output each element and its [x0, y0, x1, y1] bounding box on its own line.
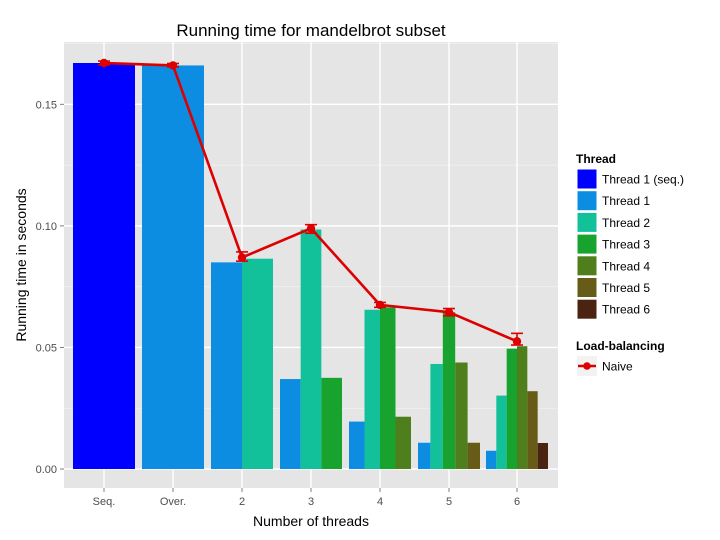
legend-entry-thread-1-seq: Thread 1 (seq.) [576, 168, 684, 190]
legend-label-thread-2: Thread 2 [602, 216, 650, 230]
x-axis-ticks: Seq. Over. 2 3 4 5 6 [93, 488, 520, 508]
legend-swatch-thread-3 [576, 233, 598, 255]
bar-4-thread-1 [349, 421, 365, 469]
legend-label-thread-5: Thread 5 [602, 281, 650, 295]
line-legend-entries: Naive [577, 356, 633, 376]
legend-label-thread-3: Thread 3 [602, 238, 650, 252]
bar-6-thread-6 [537, 442, 548, 469]
legend-entry-thread-5: Thread 5 [576, 277, 650, 298]
bar-5-thread-1 [418, 442, 431, 469]
legend-label-naive: Naive [602, 360, 633, 374]
naive-point-seq [99, 58, 109, 68]
y-axis-ticks: 0.00 0.05 0.10 0.15 [36, 99, 64, 476]
bar-6-thread-3 [506, 348, 517, 469]
legend-label-thread-1: Thread 1 [602, 194, 650, 208]
bar-6-thread-1 [486, 450, 497, 469]
naive-point-2 [237, 253, 247, 262]
bar-4-thread-2 [364, 309, 380, 469]
y-tick-label-0: 0.00 [36, 464, 57, 476]
y-axis-label: Running time in seconds [13, 188, 29, 341]
legend-swatch-thread-6 [576, 298, 598, 320]
bar-5-thread-4 [455, 362, 468, 469]
legend-entry-thread-1: Thread 1 [576, 190, 650, 212]
legend-entry-thread-2: Thread 2 [576, 211, 650, 233]
x-tick-label-5: 5 [446, 496, 452, 508]
bar-5-thread-2 [430, 363, 443, 469]
bar-6-thread-5 [527, 391, 538, 469]
legend-label-thread-4: Thread 4 [602, 259, 650, 273]
bar-3-thread-2 [300, 229, 322, 469]
bar-legend-title: Thread [576, 152, 616, 166]
bar-seq-thread-1-seq [73, 63, 135, 469]
bar-4-thread-4 [395, 416, 411, 469]
x-tick-label-4: 4 [377, 496, 383, 508]
x-tick-label-over: Over. [160, 496, 186, 508]
y-tick-label-1: 0.05 [36, 342, 57, 354]
bar-2-thread-1 [211, 262, 242, 469]
x-axis-label: Number of threads [253, 513, 369, 529]
legend-label-thread-1-seq: Thread 1 (seq.) [602, 173, 684, 187]
chart-title: Running time for mandelbrot subset [176, 21, 446, 40]
bar-legend-entries: Thread 1 (seq.) Thread 1 Thread 2 Thread 3 T… [576, 168, 684, 320]
legend-point-naive [583, 362, 591, 370]
bar-4-thread-3 [380, 307, 396, 469]
x-tick-label-seq: Seq. [93, 496, 116, 508]
bars [73, 63, 548, 469]
legend-swatch-thread-4 [576, 255, 598, 277]
naive-point-4 [375, 300, 385, 310]
legend-entry-thread-4: Thread 4 [576, 255, 650, 277]
legend-swatch-thread-1 [576, 190, 598, 212]
naive-point-6 [512, 337, 522, 346]
y-tick-label-3: 0.15 [36, 99, 57, 111]
bar-6-thread-2 [496, 395, 507, 469]
bar-2-thread-2 [242, 258, 273, 469]
x-tick-label-3: 3 [308, 496, 314, 508]
naive-point-over [168, 61, 178, 70]
x-tick-label-2: 2 [239, 496, 245, 508]
legend-swatch-thread-1-seq [576, 168, 598, 190]
legend-label-thread-6: Thread 6 [602, 303, 650, 317]
naive-line-series [98, 58, 523, 346]
bar-3-thread-1 [280, 379, 301, 469]
legend-swatch-thread-2 [576, 211, 598, 233]
legend-entry-thread-6: Thread 6 [576, 298, 650, 320]
naive-point-3 [306, 224, 316, 233]
bar-6-thread-4 [517, 346, 528, 469]
line-legend-title: Load-balancing [576, 339, 665, 353]
y-tick-label-2: 0.10 [36, 221, 57, 233]
legend-swatch-thread-5 [576, 277, 598, 298]
legend-entry-thread-3: Thread 3 [576, 233, 650, 255]
bar-3-thread-3 [321, 377, 342, 469]
bar-5-thread-3 [442, 312, 456, 469]
legend-entry-naive: Naive [577, 356, 633, 376]
bar-over-thread-1 [142, 65, 204, 469]
naive-point-5 [444, 307, 454, 317]
bar-5-thread-5 [467, 442, 480, 469]
x-tick-label-6: 6 [514, 496, 520, 508]
